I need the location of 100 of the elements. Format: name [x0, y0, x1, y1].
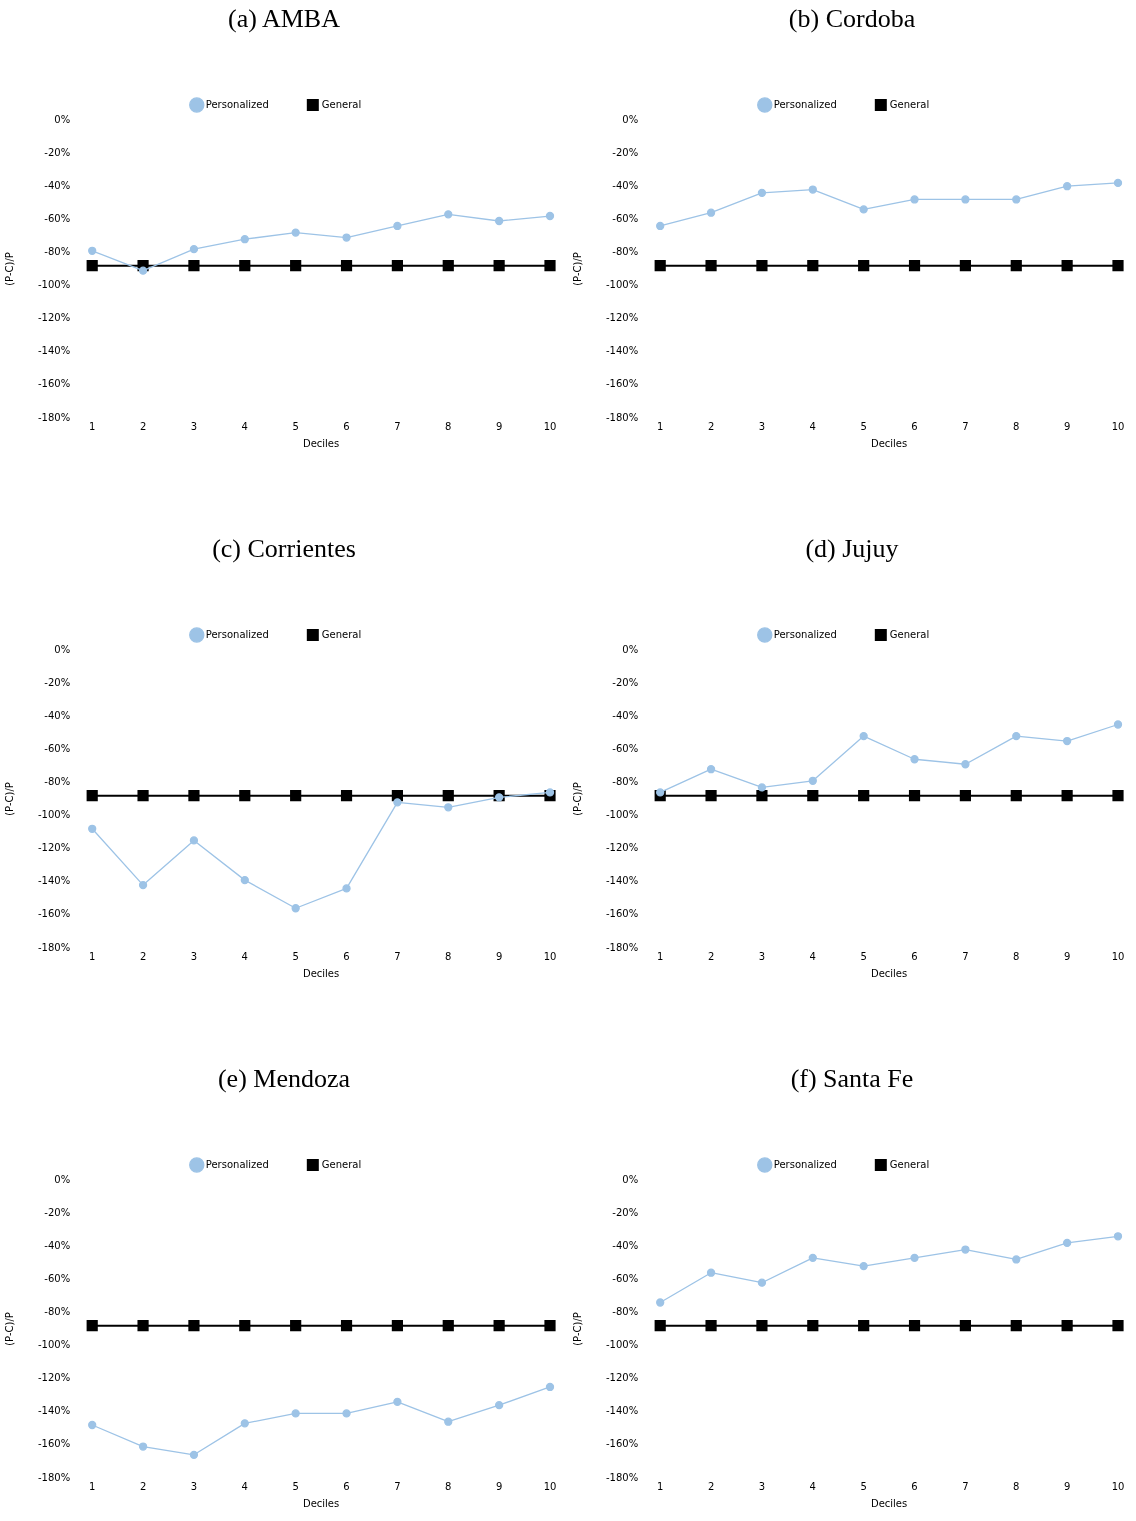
y-tick-label: -100% — [605, 1339, 639, 1351]
legend-label: General — [321, 1158, 362, 1170]
y-tick-label: -180% — [37, 941, 71, 953]
x-tick-label: 9 — [1063, 420, 1071, 432]
y-tick-label: -40% — [612, 179, 639, 191]
y-tick-label: -60% — [44, 742, 71, 754]
chart-title: (b) Cordoba — [787, 4, 917, 34]
chart-title: (a) AMBA — [227, 4, 341, 34]
legend-label: General — [321, 628, 362, 640]
x-tick-label: 5 — [292, 950, 299, 962]
y-tick-label: -160% — [37, 908, 71, 920]
y-axis-title: (P-C)/P — [3, 782, 15, 816]
y-tick-label: -140% — [605, 345, 639, 357]
x-axis-title: Deciles — [302, 967, 340, 979]
y-tick-label: -20% — [612, 1206, 639, 1218]
x-tick-label: 4 — [809, 950, 816, 962]
y-tick-label: -100% — [37, 1339, 71, 1351]
x-tick-label: 4 — [809, 1480, 816, 1492]
x-axis-title: Deciles — [302, 1497, 340, 1509]
legend-label: General — [889, 98, 930, 110]
y-tick-label: -20% — [612, 146, 639, 158]
y-tick-label: -60% — [44, 1272, 71, 1284]
x-tick-label: 4 — [241, 420, 248, 432]
x-axis-title: Deciles — [302, 437, 340, 449]
y-tick-label: 0% — [54, 113, 71, 125]
x-tick-label: 10 — [543, 950, 557, 962]
y-axis-title: (P-C)/P — [571, 1312, 583, 1346]
x-tick-label: 5 — [292, 420, 299, 432]
legend-label: Personalized — [773, 628, 837, 640]
x-tick-label: 10 — [543, 1480, 557, 1492]
y-tick-label: 0% — [54, 643, 71, 655]
x-tick-label: 4 — [241, 1480, 248, 1492]
x-tick-label: 4 — [809, 420, 816, 432]
x-tick-label: 2 — [707, 1480, 715, 1492]
x-tick-label: 6 — [343, 1480, 350, 1492]
y-tick-label: -80% — [44, 246, 71, 258]
x-tick-label: 6 — [343, 950, 350, 962]
x-tick-label: 5 — [860, 950, 867, 962]
x-tick-label: 4 — [241, 950, 248, 962]
y-tick-label: -80% — [44, 776, 71, 788]
x-tick-label: 1 — [89, 950, 96, 962]
x-tick-label: 8 — [1013, 950, 1020, 962]
y-tick-label: -180% — [605, 941, 639, 953]
x-tick-label: 8 — [445, 950, 452, 962]
y-tick-label: -160% — [37, 1438, 71, 1450]
x-tick-label: 9 — [1063, 950, 1071, 962]
y-tick-label: -160% — [605, 908, 639, 920]
y-tick-label: 0% — [54, 1173, 71, 1185]
y-tick-label: -20% — [44, 1206, 71, 1218]
x-tick-label: 2 — [139, 950, 147, 962]
y-tick-label: -40% — [44, 709, 71, 721]
x-tick-label: 7 — [394, 950, 401, 962]
legend-label: Personalized — [773, 1158, 837, 1170]
y-tick-label: -120% — [37, 1372, 71, 1384]
x-tick-label: 9 — [495, 420, 503, 432]
y-tick-label: -160% — [37, 378, 71, 390]
y-tick-label: -180% — [605, 1471, 639, 1483]
legend-label: General — [321, 98, 362, 110]
y-tick-label: -140% — [605, 875, 639, 887]
chart-title: (f) Santa Fe — [789, 1064, 915, 1094]
x-tick-label: 8 — [1013, 1480, 1020, 1492]
x-tick-label: 7 — [394, 1480, 401, 1492]
y-tick-label: -120% — [37, 312, 71, 324]
y-tick-label: 0% — [622, 113, 639, 125]
y-tick-label: 0% — [622, 1173, 639, 1185]
y-tick-label: -120% — [605, 842, 639, 854]
x-tick-label: 6 — [911, 1480, 918, 1492]
y-tick-label: -140% — [37, 875, 71, 887]
y-tick-label: -80% — [612, 776, 639, 788]
y-tick-label: -40% — [612, 1239, 639, 1251]
legend-label: Personalized — [205, 98, 269, 110]
y-axis-title: (P-C)/P — [3, 1312, 15, 1346]
x-tick-label: 8 — [445, 420, 452, 432]
x-tick-label: 10 — [1111, 950, 1125, 962]
y-axis-title: (P-C)/P — [3, 252, 15, 286]
y-tick-label: -120% — [605, 312, 639, 324]
legend-label: Personalized — [205, 628, 269, 640]
x-tick-label: 8 — [1013, 420, 1020, 432]
x-tick-label: 10 — [543, 420, 557, 432]
x-axis-title: Deciles — [870, 437, 908, 449]
y-tick-label: -100% — [605, 279, 639, 291]
x-tick-label: 7 — [962, 1480, 969, 1492]
legend-label: Personalized — [773, 98, 837, 110]
x-tick-label: 9 — [495, 1480, 503, 1492]
y-tick-label: -140% — [37, 345, 71, 357]
y-tick-label: -180% — [605, 411, 639, 423]
x-tick-label: 1 — [657, 420, 664, 432]
y-axis-title: (P-C)/P — [571, 252, 583, 286]
y-tick-label: -100% — [37, 279, 71, 291]
x-tick-label: 1 — [89, 420, 96, 432]
y-tick-label: -100% — [605, 809, 639, 821]
y-tick-label: -60% — [44, 212, 71, 224]
x-tick-label: 5 — [860, 1480, 867, 1492]
x-tick-label: 6 — [911, 420, 918, 432]
x-tick-label: 1 — [657, 1480, 664, 1492]
y-tick-label: -140% — [37, 1405, 71, 1417]
y-tick-label: -40% — [612, 709, 639, 721]
y-tick-label: -60% — [612, 742, 639, 754]
x-tick-label: 3 — [758, 1480, 766, 1492]
y-tick-label: -160% — [605, 378, 639, 390]
